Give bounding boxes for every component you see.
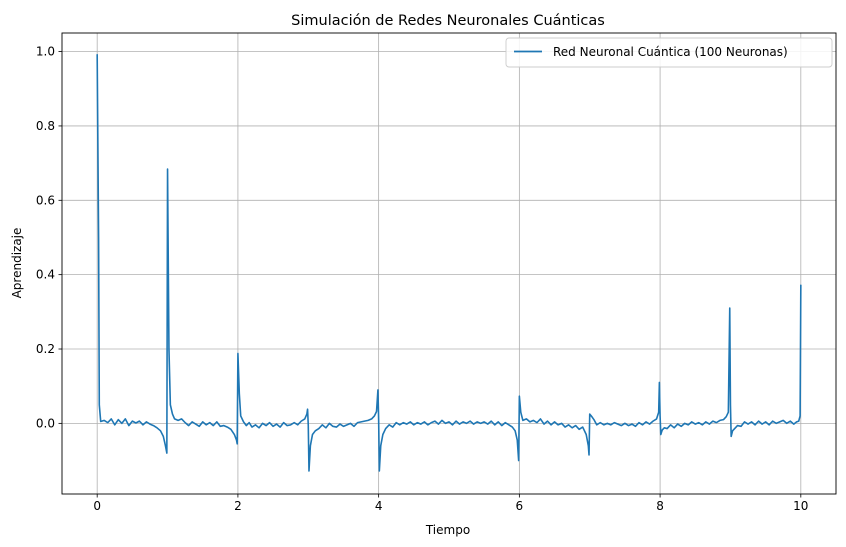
series-layer bbox=[96, 54, 802, 472]
x-axis-label: Tiempo bbox=[425, 523, 470, 537]
x-tick-label: 6 bbox=[516, 499, 524, 513]
chart-title: Simulación de Redes Neuronales Cuánticas bbox=[291, 13, 605, 29]
y-tick-label: 0.2 bbox=[36, 342, 55, 356]
series-line bbox=[96, 54, 802, 472]
x-tick-label: 10 bbox=[793, 499, 808, 513]
legend: Red Neuronal Cuántica (100 Neuronas) bbox=[505, 37, 833, 68]
y-tick-label: 1.0 bbox=[36, 45, 55, 59]
x-tick-label: 8 bbox=[656, 499, 664, 513]
axis-ticks: 0 2 4 6 8 10 0.0 0.2 0.4 0.6 0.8 1.0 bbox=[36, 45, 809, 513]
y-tick-label: 0.0 bbox=[36, 416, 55, 430]
x-tick-label: 4 bbox=[375, 499, 383, 513]
legend-label: Red Neuronal Cuántica (100 Neuronas) bbox=[553, 45, 788, 59]
y-tick-label: 0.6 bbox=[36, 193, 55, 207]
x-tick-label: 0 bbox=[93, 499, 101, 513]
grid-lines bbox=[62, 33, 836, 494]
y-axis-label: Aprendizaje bbox=[10, 228, 24, 299]
x-tick-label: 2 bbox=[234, 499, 242, 513]
plot-frame bbox=[61, 32, 837, 495]
y-tick-label: 0.8 bbox=[36, 119, 55, 133]
y-tick-label: 0.4 bbox=[36, 268, 55, 282]
legend-box bbox=[505, 37, 833, 68]
